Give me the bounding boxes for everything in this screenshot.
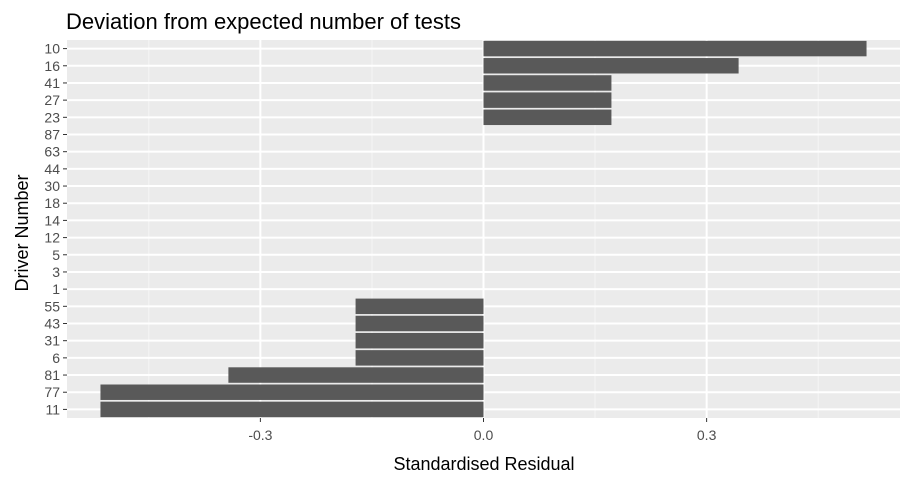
- bar-driver-55: [355, 298, 484, 315]
- x-tick-label: 0.3: [697, 427, 717, 443]
- bar-driver-81: [228, 367, 484, 383]
- y-tick-label: 23: [44, 109, 60, 125]
- y-tick-label: 11: [45, 401, 60, 417]
- y-axis-title: Driver Number: [12, 174, 32, 291]
- x-tick-label: -0.3: [248, 427, 272, 443]
- y-tick-label: 16: [44, 58, 60, 74]
- y-tick-label: 18: [44, 195, 60, 211]
- bar-driver-23: [483, 109, 612, 126]
- chart-title: Deviation from expected number of tests: [66, 9, 461, 34]
- bar-driver-31: [355, 332, 484, 349]
- y-tick-label: 5: [52, 247, 60, 263]
- y-tick-label: 41: [44, 75, 60, 91]
- y-tick-label: 30: [44, 178, 60, 194]
- bar-driver-10: [483, 40, 867, 57]
- bar-driver-6: [355, 350, 484, 366]
- bar-driver-16: [483, 58, 739, 74]
- y-tick-label: 1: [52, 281, 60, 297]
- y-tick-label: 10: [44, 41, 60, 57]
- y-tick-label: 12: [44, 230, 60, 246]
- y-tick-label: 14: [44, 212, 60, 228]
- bar-driver-43: [355, 315, 484, 332]
- y-tick-label: 27: [44, 92, 60, 108]
- bar-driver-11: [100, 401, 484, 418]
- bar-driver-77: [100, 384, 484, 400]
- y-tick-label: 63: [44, 144, 60, 160]
- y-tick-label: 55: [44, 298, 60, 314]
- y-tick-label: 3: [52, 264, 60, 280]
- y-tick-label: 43: [44, 316, 60, 332]
- y-tick-label: 77: [44, 384, 60, 400]
- y-tick-label: 81: [44, 367, 60, 383]
- y-tick-label: 6: [52, 350, 60, 366]
- y-tick-label: 44: [44, 161, 60, 177]
- x-axis-title: Standardised Residual: [393, 454, 574, 474]
- bar-driver-41: [483, 75, 612, 91]
- y-tick-label: 31: [44, 333, 60, 349]
- x-tick-label: 0.0: [474, 427, 494, 443]
- y-tick-label: 87: [44, 127, 60, 143]
- plot-panel: [67, 40, 900, 418]
- bar-driver-27: [483, 92, 612, 108]
